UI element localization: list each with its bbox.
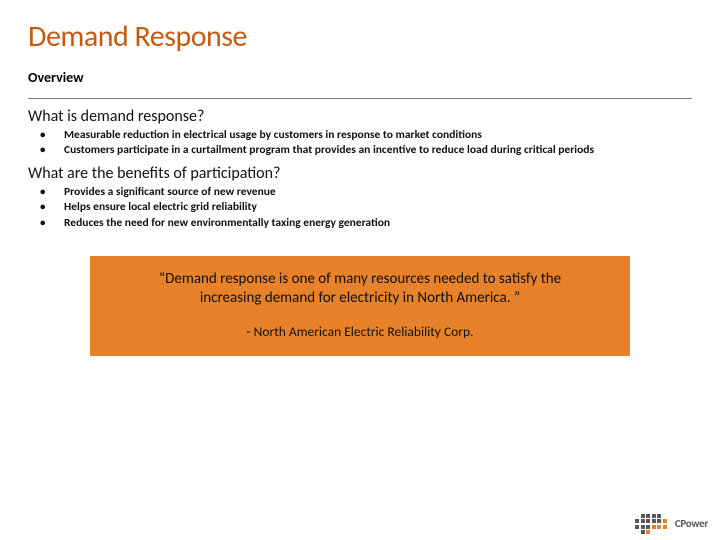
quote-text: “Demand response is one of many resource… xyxy=(130,270,590,309)
bullet-list: Provides a significant source of new rev… xyxy=(28,185,692,230)
slide-subtitle: Overview xyxy=(28,69,692,86)
section-heading: What is demand response? xyxy=(28,107,692,126)
section-1: What is demand response? Measurable redu… xyxy=(28,107,692,158)
list-item: Customers participate in a curtailment p… xyxy=(40,143,692,157)
section-2: What are the benefits of participation? … xyxy=(28,164,692,230)
divider-rule xyxy=(28,98,692,99)
list-item: Reduces the need for new environmentally… xyxy=(40,216,692,230)
quote-attribution: - North American Electric Reliability Co… xyxy=(130,323,590,340)
list-item: Measurable reduction in electrical usage… xyxy=(40,128,692,142)
footer-logo: CPower xyxy=(635,514,708,535)
list-item: Helps ensure local electric grid reliabi… xyxy=(40,200,692,214)
slide-container: Demand Response Overview What is demand … xyxy=(0,0,720,540)
bullet-list: Measurable reduction in electrical usage… xyxy=(28,128,692,158)
quote-box: “Demand response is one of many resource… xyxy=(90,256,630,356)
list-item: Provides a significant source of new rev… xyxy=(40,185,692,199)
logo-icon xyxy=(635,514,667,535)
slide-title: Demand Response xyxy=(28,18,692,55)
section-heading: What are the benefits of participation? xyxy=(28,164,692,183)
logo-text: CPower xyxy=(675,517,708,530)
